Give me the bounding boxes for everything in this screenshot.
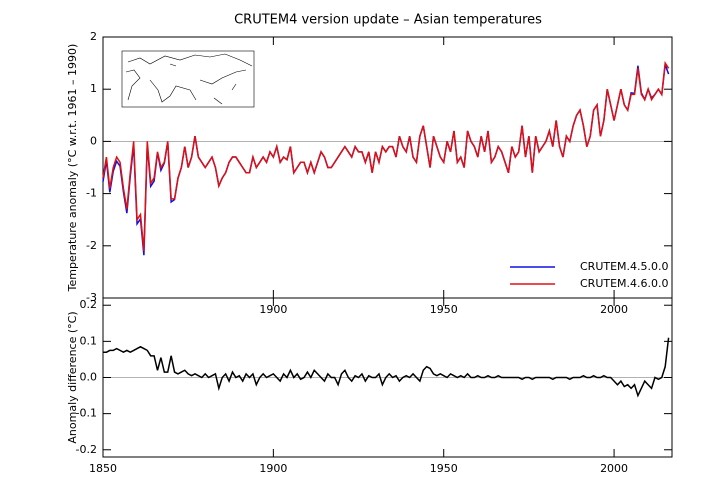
chart-title: CRUTEM4 version update – Asian temperatu… [234, 13, 542, 28]
y-tick-label: -0.1 [76, 407, 97, 420]
map-coastline [125, 53, 253, 105]
y-tick-label: 0.0 [80, 371, 98, 384]
y-tick-label: 2 [90, 30, 97, 43]
y-tick-label: -1 [86, 187, 97, 200]
y-tick-label: 0.2 [80, 298, 98, 311]
map-inset [121, 50, 255, 108]
data-line [102, 60, 670, 252]
x-tick-label: 2000 [600, 462, 628, 475]
x-tick-label: 1950 [430, 462, 458, 475]
data-line [102, 64, 670, 256]
y-tick-label: -2 [86, 239, 97, 252]
y-axis-label: Temperature anomaly (°C w.r.t. 1961 – 19… [66, 44, 79, 293]
y-tick-label: 1 [90, 82, 97, 95]
x-tick-label: 1950 [430, 303, 458, 316]
legend-label: CRUTEM.4.6.0.0 [580, 277, 669, 290]
x-tick-label: 1850 [89, 462, 117, 475]
x-tick-label: 2000 [600, 303, 628, 316]
y-axis-label: Anomaly difference (°C) [66, 311, 79, 443]
y-tick-label: -0.2 [76, 443, 97, 456]
data-line [103, 337, 670, 398]
legend-label: CRUTEM.4.5.0.0 [580, 260, 669, 273]
x-tick-label: 1900 [259, 303, 287, 316]
y-tick-label: -3 [86, 291, 97, 304]
x-tick-label: 1900 [259, 462, 287, 475]
y-tick-label: 0 [90, 134, 97, 147]
map-frame [121, 50, 255, 108]
y-tick-label: 0.1 [80, 334, 98, 347]
